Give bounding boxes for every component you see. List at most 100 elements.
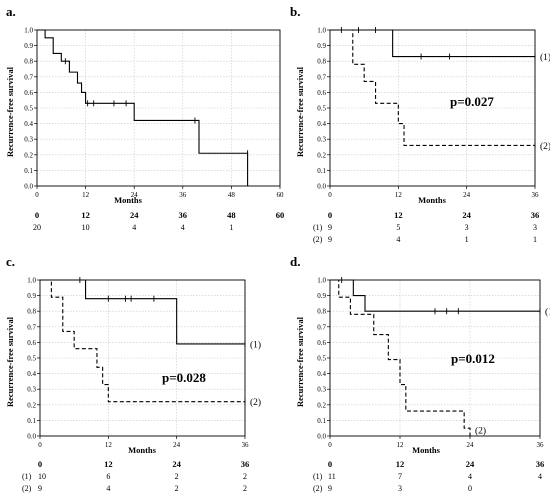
- y-tick-label: 0.5: [317, 355, 326, 363]
- risk-count: 9: [38, 484, 42, 493]
- y-axis-label: Recurrence-free survival: [295, 316, 305, 407]
- y-tick-label: 0.1: [317, 167, 326, 175]
- y-tick-label: 0.5: [317, 105, 326, 113]
- risk-count: 2: [243, 484, 247, 493]
- series-end-label: (2): [250, 397, 261, 408]
- y-tick-label: 0.6: [317, 89, 326, 97]
- p-value: p=0.027: [450, 94, 494, 109]
- x-tick-label: 36: [532, 191, 540, 199]
- risk-count: 9: [328, 484, 332, 493]
- y-tick-label: 0.0: [317, 433, 326, 441]
- risk-table: 0 12 24 36 (1) 11 7 4 4 (2) 9 3 0: [313, 459, 544, 493]
- risk-count: 11: [328, 472, 336, 481]
- plot-area: 0.0 0.1 0.2 0.3 0.4 0.5 0.6 0.7 0.8 0.9 1.0 0 12 24 36…: [317, 27, 550, 200]
- y-tick-label: 0.4: [24, 120, 33, 128]
- y-tick-label: 0.5: [27, 355, 36, 363]
- x-tick-label: 24: [173, 441, 181, 449]
- series-line: [37, 29, 249, 186]
- y-tick-label: 0.6: [317, 339, 326, 347]
- risk-table: 0 12 24 36 (1) 10 6 2 2 (2) 9 4 2 2: [22, 459, 249, 493]
- panel-label: c.: [6, 254, 15, 269]
- risk-time-label: 0: [328, 459, 332, 469]
- y-tick-label: 0.3: [24, 136, 33, 144]
- risk-row-label: (2): [313, 235, 323, 244]
- risk-time-label: 60: [276, 210, 285, 220]
- y-tick-label: 0.5: [24, 105, 33, 113]
- series-end-label: (1): [540, 52, 550, 63]
- y-tick-label: 0.9: [24, 42, 33, 50]
- risk-count: 2: [243, 472, 247, 481]
- y-tick-label: 0.8: [317, 308, 326, 316]
- y-tick-label: 0.4: [317, 370, 326, 378]
- risk-time-label: 0: [38, 459, 42, 469]
- risk-time-label: 12: [104, 459, 113, 469]
- risk-count: 9: [328, 223, 332, 232]
- y-tick-label: 0.4: [27, 370, 36, 378]
- risk-time-label: 36: [241, 459, 250, 469]
- risk-count: 3: [533, 223, 537, 232]
- risk-count: 10: [38, 472, 46, 481]
- y-tick-label: 1.0: [317, 27, 326, 35]
- y-tick-label: 0.7: [317, 323, 326, 331]
- series-end-label: (2): [475, 425, 486, 436]
- x-tick-label: 12: [397, 441, 405, 449]
- risk-count: 3: [398, 484, 402, 493]
- x-tick-label: 24: [463, 191, 471, 199]
- risk-time-label: 48: [227, 210, 236, 220]
- risk-count: 1: [533, 235, 537, 244]
- y-tick-label: 0.0: [317, 183, 326, 191]
- risk-time-label: 24: [130, 210, 139, 220]
- y-tick-label: 0.6: [24, 89, 33, 97]
- risk-row-label: (1): [313, 223, 323, 232]
- risk-count: 6: [106, 472, 110, 481]
- risk-count: 1: [465, 235, 469, 244]
- risk-time-label: 12: [394, 210, 403, 220]
- y-tick-label: 0.7: [27, 323, 36, 331]
- risk-row-label: (2): [22, 484, 32, 493]
- risk-count: 4: [396, 235, 400, 244]
- p-value: p=0.028: [162, 370, 206, 385]
- risk-count: 4: [132, 223, 136, 232]
- x-tick-label: 12: [395, 191, 403, 199]
- y-tick-label: 0.2: [317, 151, 326, 159]
- series-end-label: (2): [540, 141, 550, 152]
- y-tick-label: 1.0: [317, 277, 326, 285]
- y-tick-label: 0.8: [24, 58, 33, 66]
- y-tick-label: 0.3: [317, 386, 326, 394]
- risk-count: 3: [465, 223, 469, 232]
- y-tick-label: 0.1: [317, 417, 326, 425]
- risk-count: 5: [396, 223, 400, 232]
- risk-time-label: 24: [172, 459, 181, 469]
- y-tick-label: 0.9: [317, 42, 326, 50]
- series-line: [40, 279, 245, 345]
- risk-count: 1: [229, 223, 233, 232]
- risk-time-label: 36: [536, 459, 545, 469]
- panel-label: b.: [290, 4, 300, 19]
- risk-row-label: (1): [22, 472, 32, 481]
- y-tick-label: 0.7: [317, 73, 326, 81]
- series-line: [330, 279, 471, 436]
- y-axis-label: Recurrence-free survival: [5, 66, 15, 157]
- risk-count: 20: [33, 223, 41, 232]
- y-tick-label: 0.3: [27, 386, 36, 394]
- x-tick-label: 0: [38, 441, 42, 449]
- y-tick-label: 0.1: [24, 167, 33, 175]
- x-tick-label: 0: [328, 441, 332, 449]
- y-tick-label: 0.7: [24, 73, 33, 81]
- risk-count: 2: [175, 484, 179, 493]
- x-tick-label: 24: [467, 441, 475, 449]
- panel-a: a. 0.0 0.1 0.2 0.3 0.4 0.5 0.6 0.7 0.8 0.9 1.0 0 12 2…: [5, 4, 284, 232]
- y-tick-label: 0.2: [317, 401, 326, 409]
- y-tick-label: 0.2: [24, 151, 33, 159]
- x-tick-label: 12: [82, 191, 90, 199]
- risk-count: 10: [82, 223, 90, 232]
- risk-count: 0: [468, 484, 472, 493]
- x-tick-label: 36: [537, 441, 545, 449]
- plot-area: 0.0 0.1 0.2 0.3 0.4 0.5 0.6 0.7 0.8 0.9 1.0 0 12 24 36…: [317, 277, 550, 450]
- risk-time-label: 24: [466, 459, 475, 469]
- risk-time-label: 12: [81, 210, 90, 220]
- series-line: [330, 29, 535, 58]
- p-value: p=0.012: [451, 351, 495, 366]
- y-tick-label: 0.4: [317, 120, 326, 128]
